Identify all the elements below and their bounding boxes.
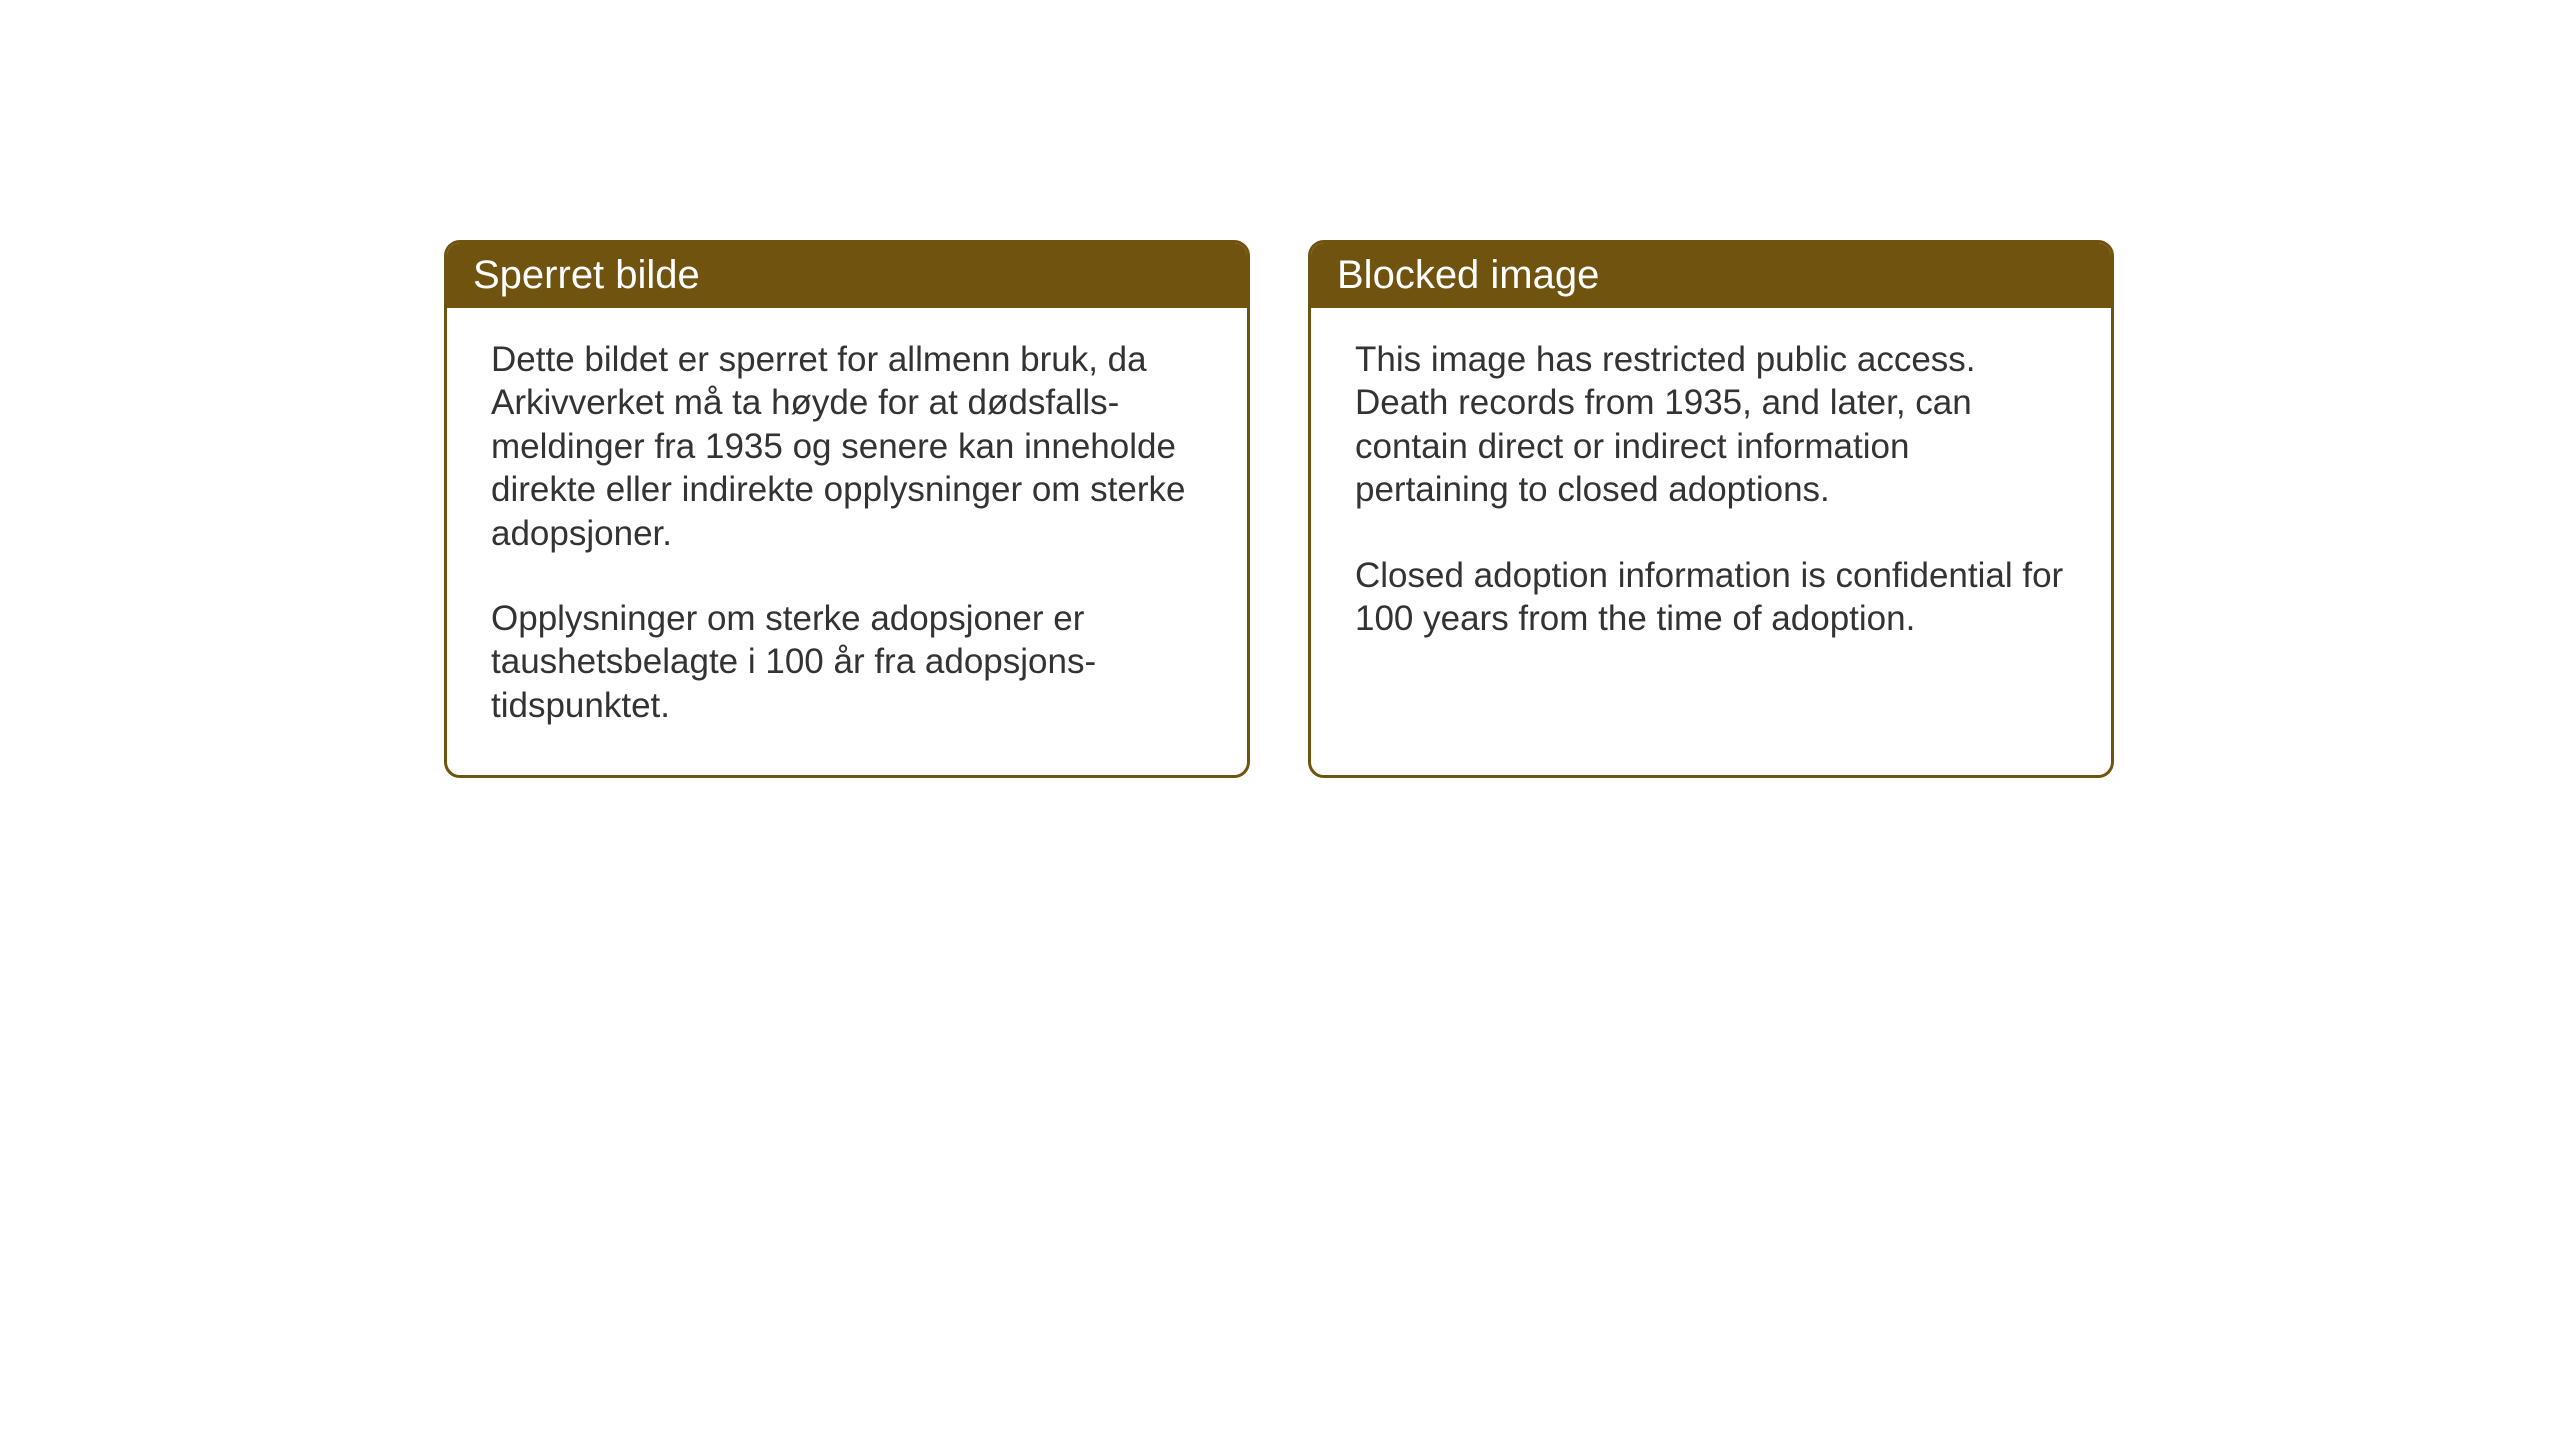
notice-title-norwegian: Sperret bilde [473, 253, 700, 297]
notice-header-norwegian: Sperret bilde [447, 243, 1247, 308]
notice-paragraph-1-norwegian: Dette bildet er sperret for allmenn bruk… [491, 338, 1203, 555]
notice-paragraph-1-english: This image has restricted public access.… [1355, 338, 2067, 512]
notice-body-english: This image has restricted public access.… [1311, 308, 2111, 688]
notice-card-english: Blocked image This image has restricted … [1308, 240, 2114, 778]
notice-paragraph-2-norwegian: Opplysninger om sterke adopsjoner er tau… [491, 597, 1203, 727]
notice-card-norwegian: Sperret bilde Dette bildet er sperret fo… [444, 240, 1250, 778]
notice-paragraph-2-english: Closed adoption information is confident… [1355, 554, 2067, 641]
notice-body-norwegian: Dette bildet er sperret for allmenn bruk… [447, 308, 1247, 775]
notice-header-english: Blocked image [1311, 243, 2111, 308]
notice-container: Sperret bilde Dette bildet er sperret fo… [444, 240, 2114, 778]
notice-title-english: Blocked image [1337, 253, 1599, 297]
